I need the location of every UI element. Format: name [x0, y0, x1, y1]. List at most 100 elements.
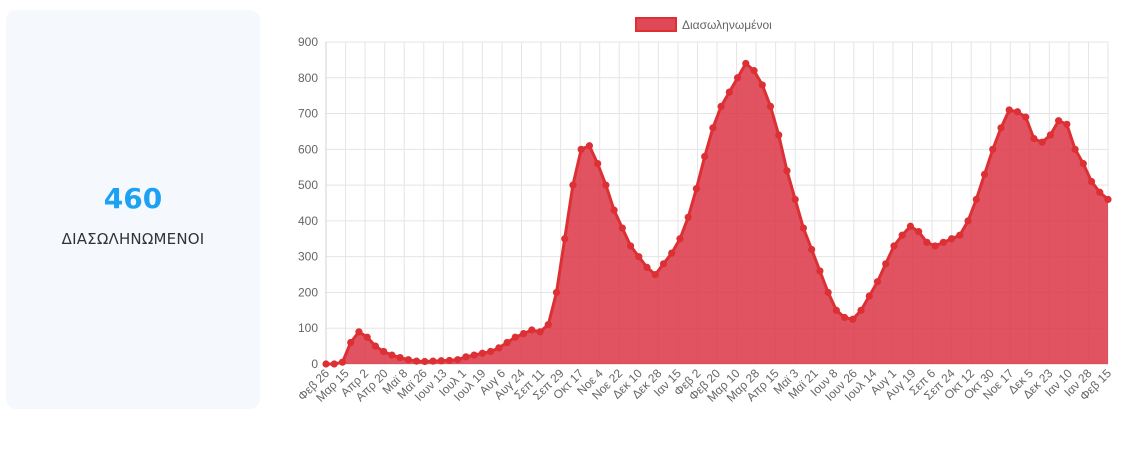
y-tick-label: 0 [311, 357, 318, 371]
data-point [717, 102, 725, 110]
data-point [478, 349, 486, 357]
stat-card: 460 ΔΙΑΣΩΛΗΝΩΜΕΝΟΙ [6, 10, 260, 409]
data-point [692, 185, 701, 193]
y-tick-label: 300 [298, 250, 318, 264]
data-point [635, 253, 643, 261]
data-point [396, 353, 404, 362]
data-point [816, 267, 824, 275]
data-point [528, 326, 536, 334]
data-point [322, 360, 330, 368]
data-point [618, 224, 626, 232]
y-tick-label: 700 [298, 107, 318, 121]
data-point [898, 231, 906, 239]
y-tick-label: 200 [298, 285, 318, 299]
data-point [882, 260, 890, 268]
data-point [783, 167, 791, 175]
data-point [371, 342, 379, 350]
y-tick-label: 100 [298, 321, 318, 335]
data-point [445, 356, 454, 365]
data-point [429, 357, 437, 365]
data-point [840, 313, 849, 322]
data-point [989, 145, 997, 153]
y-tick-label: 500 [298, 178, 318, 192]
data-point [832, 306, 840, 314]
data-point [997, 124, 1005, 132]
y-tick-label: 800 [298, 71, 318, 85]
data-point [347, 338, 355, 347]
data-point [355, 328, 363, 336]
data-point [487, 347, 495, 356]
data-point [873, 278, 882, 286]
data-point [890, 242, 898, 250]
data-point [519, 329, 528, 338]
data-point [651, 270, 659, 279]
data-point [569, 181, 577, 189]
legend-swatch [635, 17, 677, 32]
stat-value: 460 [103, 182, 163, 215]
data-point [1063, 120, 1071, 128]
data-point [552, 288, 561, 297]
data-point [931, 242, 939, 250]
y-tick-label: 600 [298, 142, 318, 156]
series-area [326, 63, 1108, 364]
data-point [1104, 195, 1112, 204]
data-point [363, 333, 371, 341]
data-point [865, 292, 873, 300]
data-point [791, 195, 799, 204]
data-point [939, 238, 947, 246]
data-point [380, 347, 388, 356]
data-point [972, 195, 980, 204]
data-point [948, 235, 956, 243]
data-point [1055, 117, 1063, 125]
data-point [956, 231, 964, 239]
data-point [915, 228, 923, 236]
data-point [758, 81, 766, 89]
data-point [1087, 177, 1096, 186]
data-point [766, 102, 775, 110]
data-point [849, 315, 857, 323]
data-point [733, 74, 742, 82]
data-point [684, 213, 692, 221]
y-tick-label: 400 [298, 214, 318, 228]
data-point [412, 357, 421, 365]
data-point [808, 245, 816, 254]
data-point [1005, 106, 1013, 114]
data-point [775, 131, 783, 139]
data-point [923, 238, 931, 246]
data-point [388, 351, 396, 359]
data-point [544, 321, 552, 329]
data-point [511, 333, 519, 341]
data-point [338, 358, 347, 366]
data-point [964, 217, 972, 225]
data-point [668, 249, 676, 257]
data-point [980, 170, 989, 178]
data-point [709, 124, 717, 132]
stat-label: ΔΙΑΣΩΛΗΝΩΜΕΝΟΙ [61, 230, 205, 248]
data-point [659, 260, 668, 268]
data-point [1071, 145, 1079, 153]
data-point [503, 338, 511, 347]
data-point [454, 356, 462, 364]
data-point [750, 67, 758, 75]
data-point [857, 306, 865, 314]
data-point [1022, 113, 1030, 121]
data-point [626, 242, 635, 250]
data-point [421, 357, 429, 366]
data-point [437, 357, 445, 365]
data-point [594, 160, 602, 168]
data-point [799, 224, 808, 232]
data-point [1096, 188, 1104, 196]
data-point [495, 344, 503, 352]
legend-label: Διασωληνωμένοι [682, 18, 772, 32]
data-point [1079, 160, 1087, 168]
data-point [725, 88, 733, 96]
data-point [462, 353, 470, 361]
data-point [742, 59, 750, 68]
data-point [676, 235, 684, 243]
data-point [824, 288, 832, 297]
data-point [1030, 135, 1038, 143]
data-point [577, 145, 585, 153]
data-point [1046, 131, 1054, 139]
data-point [404, 356, 412, 364]
data-point [330, 360, 338, 368]
